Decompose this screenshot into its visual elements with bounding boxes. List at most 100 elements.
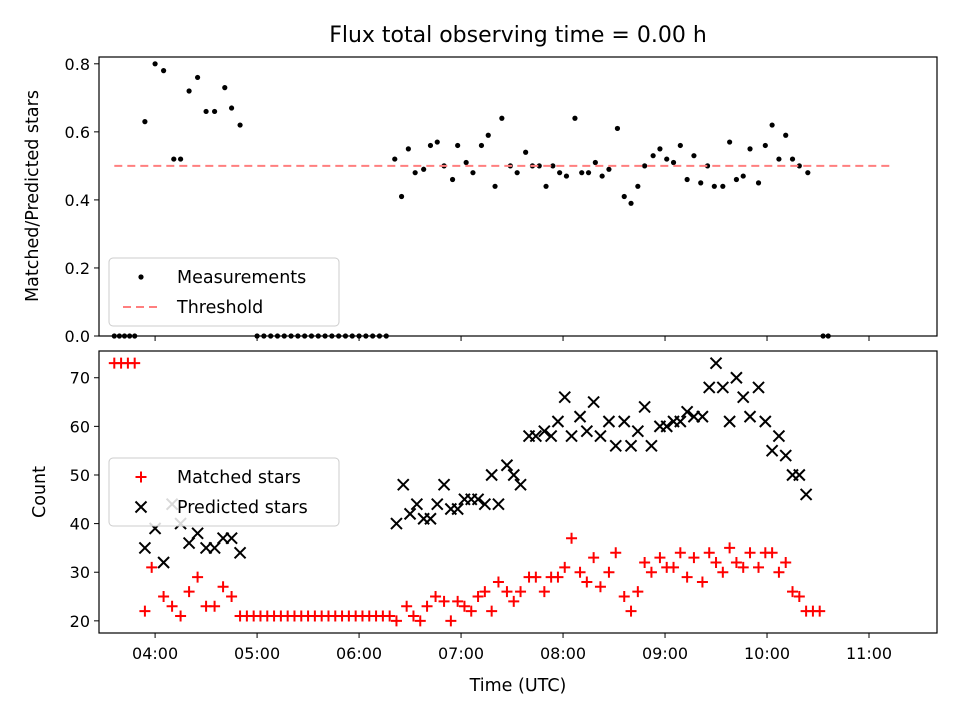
predicted-star-point (743, 410, 757, 423)
matched-star-point (645, 566, 657, 578)
matched-star-point (445, 615, 457, 627)
matched-star-point (603, 566, 615, 578)
matched-star-point (766, 547, 778, 559)
bottom-y-tick-label: 40 (70, 515, 90, 534)
measurement-point (376, 333, 383, 339)
predicted-star-point (638, 400, 651, 414)
top-series-group (111, 61, 892, 339)
predicted-star-point (799, 488, 813, 501)
matched-star-point (530, 571, 542, 583)
bottom-y-tick-label: 60 (70, 417, 90, 436)
measurement-point (599, 173, 605, 179)
matched-star-point (430, 591, 442, 603)
measurement-point (762, 142, 768, 149)
matched-star-point (472, 591, 484, 603)
measurement-point (720, 183, 726, 189)
matched-star-point (814, 605, 826, 617)
measurement-point (160, 68, 167, 74)
bottom-legend-box (108, 457, 340, 527)
measurement-point (363, 333, 369, 339)
matched-star-point (703, 547, 715, 559)
matched-star-point (737, 561, 749, 573)
matched-star-point (414, 615, 426, 627)
predicted-star-point (618, 415, 631, 428)
matched-star-point (681, 571, 693, 583)
predicted-star-point (772, 429, 786, 443)
measurement-point (727, 139, 733, 145)
top-legend-box (108, 257, 340, 327)
x-tick-label: 08:00 (540, 644, 586, 663)
predicted-star-point (660, 420, 673, 433)
measurement-point (614, 125, 621, 132)
matched-star-point (710, 557, 722, 568)
matched-star-point (146, 561, 158, 573)
matched-star-point (209, 600, 221, 612)
predicted-star-point (233, 546, 247, 559)
measurement-point (405, 146, 411, 152)
measurement-point (572, 115, 578, 121)
measurement-point (237, 122, 243, 128)
bottom-legend-label: Predicted stars (177, 498, 308, 518)
matched-star-point (515, 586, 527, 598)
predicted-star-point (397, 478, 410, 491)
predicted-star-point (471, 493, 485, 506)
matched-star-point (594, 581, 606, 593)
matched-star-point (158, 591, 170, 603)
measurement-point (261, 333, 267, 339)
measurement-point (455, 142, 461, 149)
measurement-point (783, 132, 789, 138)
measurement-point (295, 333, 301, 339)
bottom-y-tick-label: 20 (70, 612, 90, 631)
matched-star-point (538, 586, 550, 598)
bottom-y-tick-label: 70 (70, 369, 90, 388)
predicted-star-point (565, 429, 578, 443)
measurement-point (370, 333, 376, 339)
matched-star-point (129, 357, 141, 369)
matched-star-point (674, 547, 686, 559)
x-tick-label: 04:00 (132, 644, 178, 663)
matched-star-point (632, 586, 644, 598)
bottom-y-axis-label: Count (30, 466, 50, 518)
measurement-point (254, 333, 260, 339)
matched-star-point (588, 552, 600, 564)
measurement-point (820, 333, 826, 339)
predicted-star-point (709, 356, 723, 370)
predicted-star-point (680, 405, 694, 418)
predicted-star-point (716, 381, 730, 394)
measurement-point (171, 156, 177, 162)
predicted-star-point (424, 512, 437, 525)
matched-star-point (696, 576, 708, 588)
top-y-tick-label: 0.6 (65, 123, 90, 142)
measurement-point (322, 333, 328, 339)
matched-star-point (566, 532, 578, 544)
matched-star-point (421, 600, 433, 612)
matched-star-point (217, 581, 229, 593)
predicted-star-point (674, 415, 687, 428)
measurement-point (769, 122, 775, 128)
x-tick-label: 05:00 (234, 644, 280, 663)
predicted-star-point (507, 468, 520, 482)
predicted-star-point (765, 444, 779, 457)
matched-star-point (793, 591, 805, 603)
measurement-point (585, 170, 592, 176)
measurement-point (116, 333, 122, 339)
matched-star-point (639, 557, 651, 568)
predicted-star-point (225, 531, 238, 545)
matched-star-point (559, 561, 571, 573)
measurement-point (796, 163, 802, 169)
bottom-y-tick-label: 50 (70, 466, 90, 485)
predicted-star-point (609, 439, 622, 453)
measurement-point (308, 333, 315, 339)
measurement-point (126, 333, 133, 339)
predicted-star-point (529, 429, 543, 443)
matched-star-point (166, 600, 178, 612)
predicted-star-point (594, 429, 607, 443)
measurement-point (349, 333, 355, 339)
matched-star-point (744, 547, 756, 559)
matched-star-point (384, 610, 396, 622)
measurement-point (392, 156, 398, 162)
matched-star-point (501, 586, 513, 598)
predicted-star-point (573, 410, 587, 423)
x-tick-label: 06:00 (336, 644, 382, 663)
